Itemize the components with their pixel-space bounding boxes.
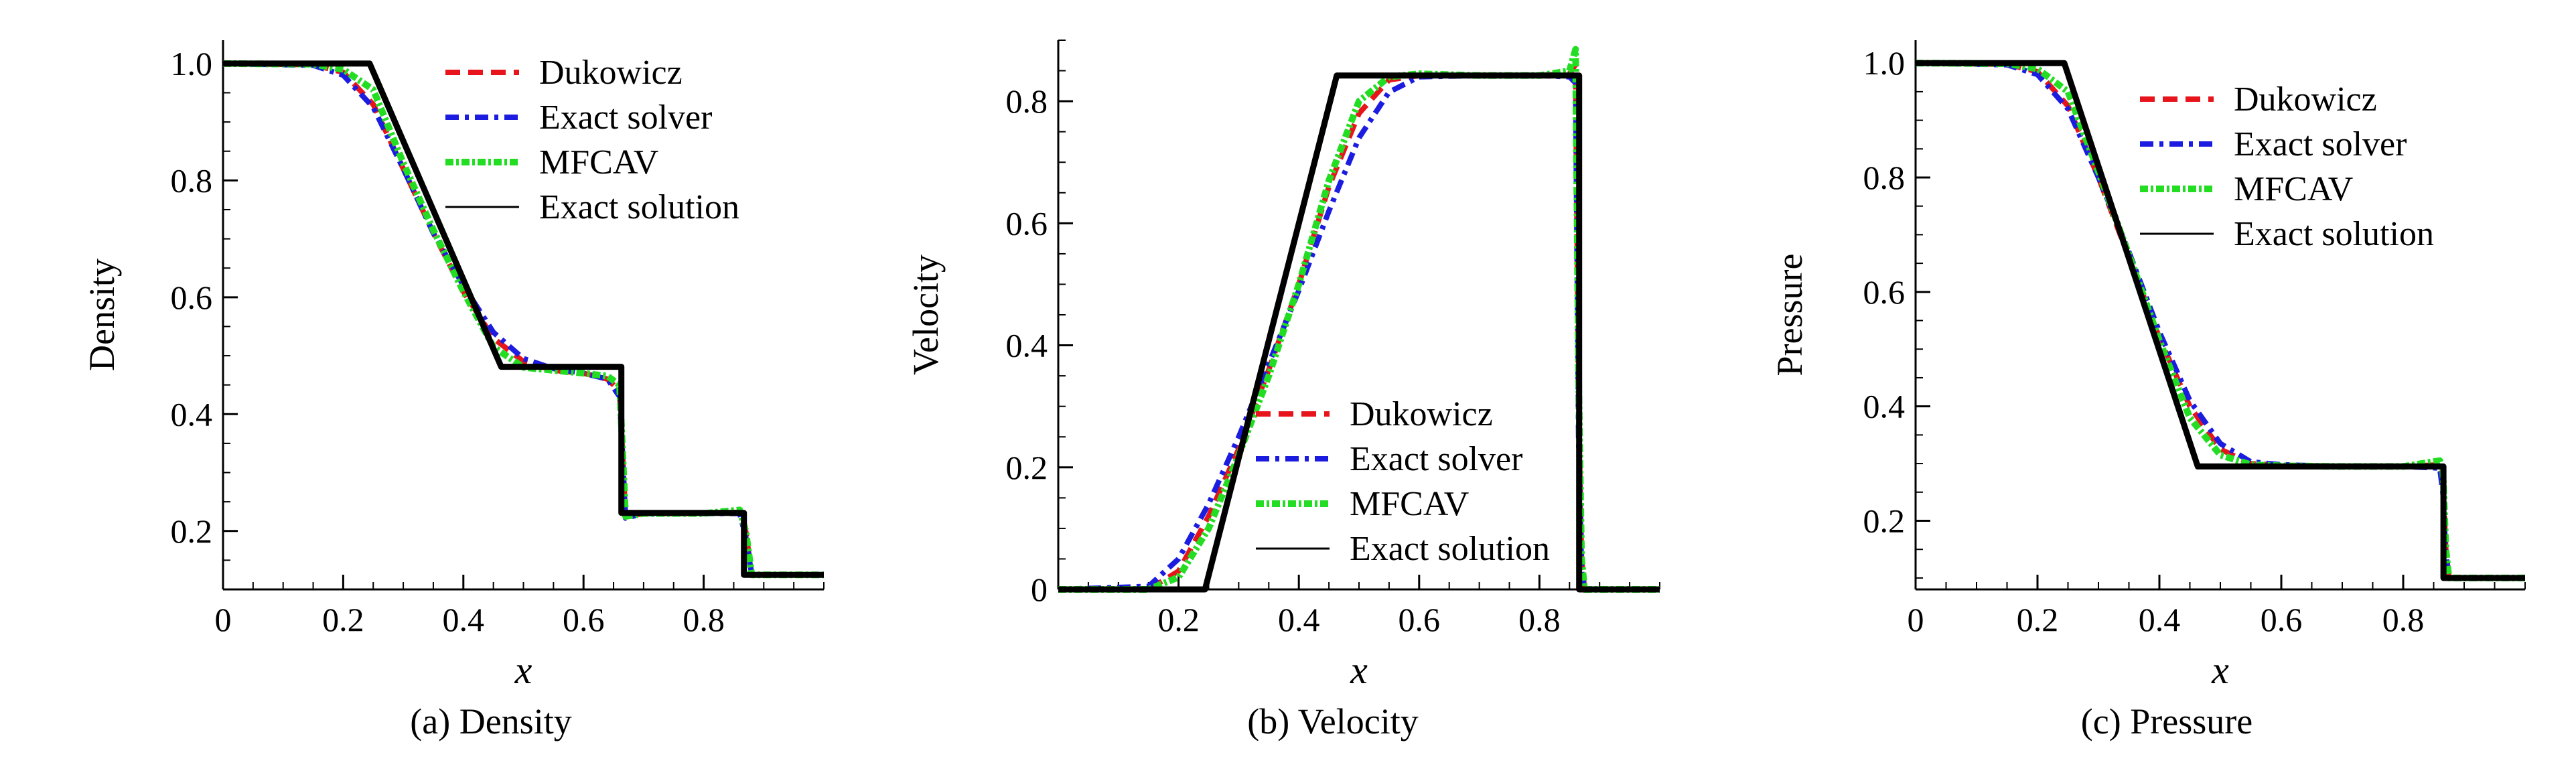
x-tick-label: 0.2 [2017, 601, 2059, 638]
chart-panel-3: 0 0.2 0.4 0.6 0.8 0.2 0.4 0.6 0.8 1.0 x Pressure Duk… [1770, 40, 2526, 741]
y-axis-label: Velocity [906, 255, 946, 375]
y-tick-label: 1.0 [171, 45, 213, 82]
x-axis-label: x [514, 648, 532, 692]
x-tick-label: 0.4 [443, 601, 485, 638]
legend-label: Exact solution [1350, 530, 1550, 568]
legend-label: Exact solver [1350, 440, 1522, 478]
x-tick-label: 0.6 [2261, 601, 2303, 638]
y-tick-label: 0 [1031, 571, 1048, 608]
x-tick-label: 0.8 [683, 601, 725, 638]
y-tick-label: 0.2 [171, 512, 213, 550]
series-line-exact-solution [223, 60, 824, 578]
y-tick-label: 0.6 [1863, 273, 1906, 311]
legend-label: MFCAV [539, 143, 658, 182]
legend-label: Exact solution [539, 188, 739, 226]
panel-caption: (b) Velocity [1247, 701, 1418, 741]
chart-panel-2: 0.2 0.4 0.6 0.8 0 0.2 0.4 0.6 0.8 x Velocity Dukowi… [906, 40, 1660, 741]
legend-label: Dukowicz [1350, 395, 1493, 433]
legend-label: MFCAV [1350, 485, 1469, 523]
y-tick-label: 1.0 [1863, 44, 1906, 82]
y-tick-label: 0.8 [171, 161, 213, 199]
y-axis-label: Density [82, 259, 122, 371]
series-line-exact-solution [1058, 72, 1660, 593]
x-tick-label: 0.8 [1518, 601, 1561, 638]
y-tick-label: 0.6 [1006, 204, 1048, 242]
y-axis-label: Pressure [1770, 254, 1810, 376]
x-tick-label: 0.6 [563, 601, 605, 638]
x-tick-label: 0.2 [322, 601, 364, 638]
y-tick-label: 0.4 [1863, 388, 1906, 425]
x-axis-label: x [1350, 648, 1368, 692]
panel-caption: (a) Density [410, 701, 571, 741]
legend-label: Exact solution [2234, 215, 2434, 253]
legend-label: Exact solver [2234, 125, 2407, 163]
x-tick-label: 0.4 [1278, 601, 1320, 638]
panel-caption: (c) Pressure [2081, 701, 2252, 741]
series-line-exact-solution [1916, 60, 2525, 581]
y-tick-label: 0.8 [1863, 159, 1906, 196]
x-tick-label: 0.2 [1157, 601, 1200, 638]
x-tick-label: 0 [1908, 601, 1924, 638]
legend-label: Dukowicz [539, 54, 683, 92]
x-tick-label: 0.6 [1399, 601, 1441, 638]
y-tick-label: 0.4 [171, 395, 213, 433]
chart-panel-1: 0 0.2 0.4 0.6 0.8 0.2 0.4 0.6 0.8 1.0 x Density Duko… [82, 40, 825, 741]
x-tick-label: 0 [215, 601, 232, 638]
y-tick-label: 0.2 [1006, 449, 1048, 486]
y-tick-label: 0.8 [1006, 82, 1048, 120]
y-tick-label: 0.2 [1863, 502, 1906, 540]
y-tick-label: 0.4 [1006, 327, 1048, 364]
x-axis-label: x [2211, 648, 2229, 692]
legend-label: Dukowicz [2234, 80, 2377, 119]
legend-label: MFCAV [2234, 170, 2353, 208]
legend-label: Exact solver [539, 98, 712, 137]
x-tick-label: 0.8 [2382, 601, 2425, 638]
x-tick-label: 0.4 [2139, 601, 2181, 638]
y-tick-label: 0.6 [171, 279, 213, 316]
